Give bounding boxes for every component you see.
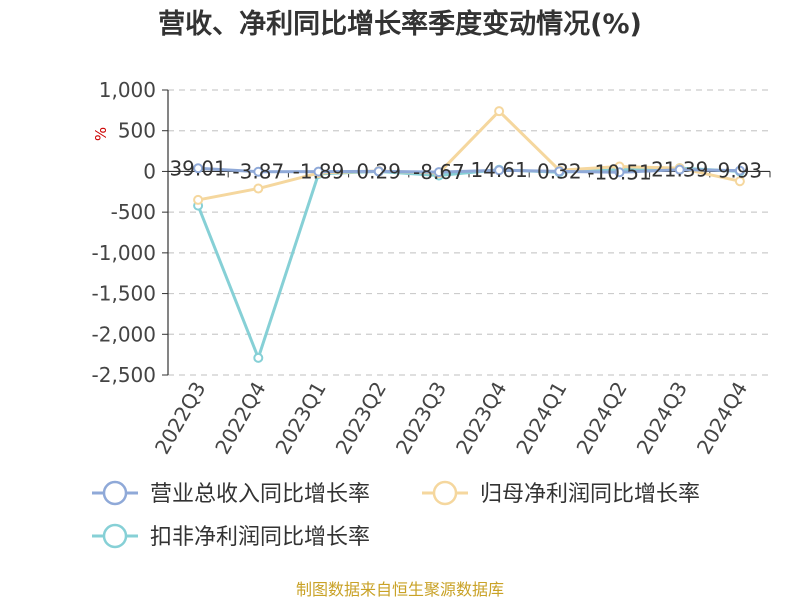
legend-label: 归母净利润同比增长率 [480, 482, 700, 507]
legend-label: 扣非净利润同比增长率 [150, 525, 370, 550]
x-tick-label: 2023Q4 [451, 377, 511, 458]
data-label: -1.89 [293, 160, 345, 184]
y-tick-label: -1,500 [92, 282, 156, 306]
data-label: -3.87 [232, 160, 284, 184]
data-point[interactable] [373, 166, 384, 177]
legend-label: 营业总收入同比增长率 [150, 482, 370, 507]
data-label: 0.32 [537, 159, 582, 183]
data-point[interactable] [193, 163, 204, 174]
data-label: 21.39 [651, 158, 708, 182]
legend-marker-icon [102, 480, 128, 506]
data-point[interactable] [253, 166, 264, 177]
x-tick-label: 2022Q3 [150, 378, 210, 459]
y-tick-label: -500 [111, 200, 156, 224]
data-label: 39.01 [169, 156, 226, 180]
data-point[interactable] [494, 106, 505, 117]
data-label: 9.93 [718, 159, 763, 183]
data-point[interactable] [253, 183, 264, 194]
series-line [197, 109, 741, 202]
data-label: 0.29 [356, 159, 401, 183]
data-label: 14.61 [470, 158, 527, 182]
axes: 1,0005000-500-1,000-1,500-2,000-2,500202… [92, 78, 771, 459]
data-label: -10.51 [587, 160, 651, 184]
legend-marker-icon [102, 523, 128, 549]
data-point[interactable] [674, 164, 685, 175]
series-line [196, 166, 740, 360]
source-note: 制图数据来自恒生聚源数据库 [296, 580, 504, 599]
data-point[interactable] [554, 166, 565, 177]
y-axis-label: % [92, 127, 110, 141]
x-tick-label: 2023Q1 [270, 378, 330, 459]
x-tick-label: 2024Q3 [632, 378, 692, 459]
y-tick-label: -2,500 [92, 363, 156, 387]
series-1 [193, 163, 745, 178]
data-point[interactable] [494, 165, 505, 176]
x-tick-label: 2024Q2 [571, 378, 631, 459]
y-tick-label: -2,000 [92, 322, 156, 346]
legend-item[interactable]: 扣非净利润同比增长率 [92, 523, 370, 550]
y-tick-label: 500 [118, 119, 156, 143]
data-point[interactable] [614, 167, 625, 178]
x-tick-label: 2023Q3 [391, 378, 451, 459]
data-point[interactable] [734, 176, 745, 187]
series-lines [193, 106, 745, 363]
data-labels: 39.01 -3.87 -1.89 0.29 -8.67 14.61 0.32 -10.51 2… [169, 156, 762, 184]
grid-lines [168, 89, 770, 376]
chart-title: 营收、净利同比增长率季度变动情况(%) [158, 8, 642, 40]
y-tick-label: -1,000 [92, 241, 156, 265]
series-3 [193, 163, 745, 363]
series-line [198, 166, 740, 174]
x-tick-label: 2024Q4 [692, 378, 752, 459]
x-tick-label: 2022Q4 [210, 378, 270, 459]
data-point[interactable] [253, 352, 264, 363]
data-label: -8.67 [413, 160, 465, 184]
data-point[interactable] [193, 194, 204, 205]
series-2 [193, 106, 745, 205]
y-tick-label: 0 [143, 159, 156, 183]
y-tick-label: 1,000 [99, 78, 156, 102]
legend-item[interactable]: 营业总收入同比增长率 [92, 480, 370, 507]
x-tick-label: 2024Q1 [511, 378, 571, 459]
legend-marker-icon [432, 480, 458, 506]
data-point[interactable] [734, 165, 745, 176]
x-tick-label: 2023Q2 [331, 378, 391, 459]
legend-item[interactable]: 归母净利润同比增长率 [422, 480, 700, 507]
data-point[interactable] [433, 167, 444, 178]
data-point[interactable] [313, 166, 324, 177]
